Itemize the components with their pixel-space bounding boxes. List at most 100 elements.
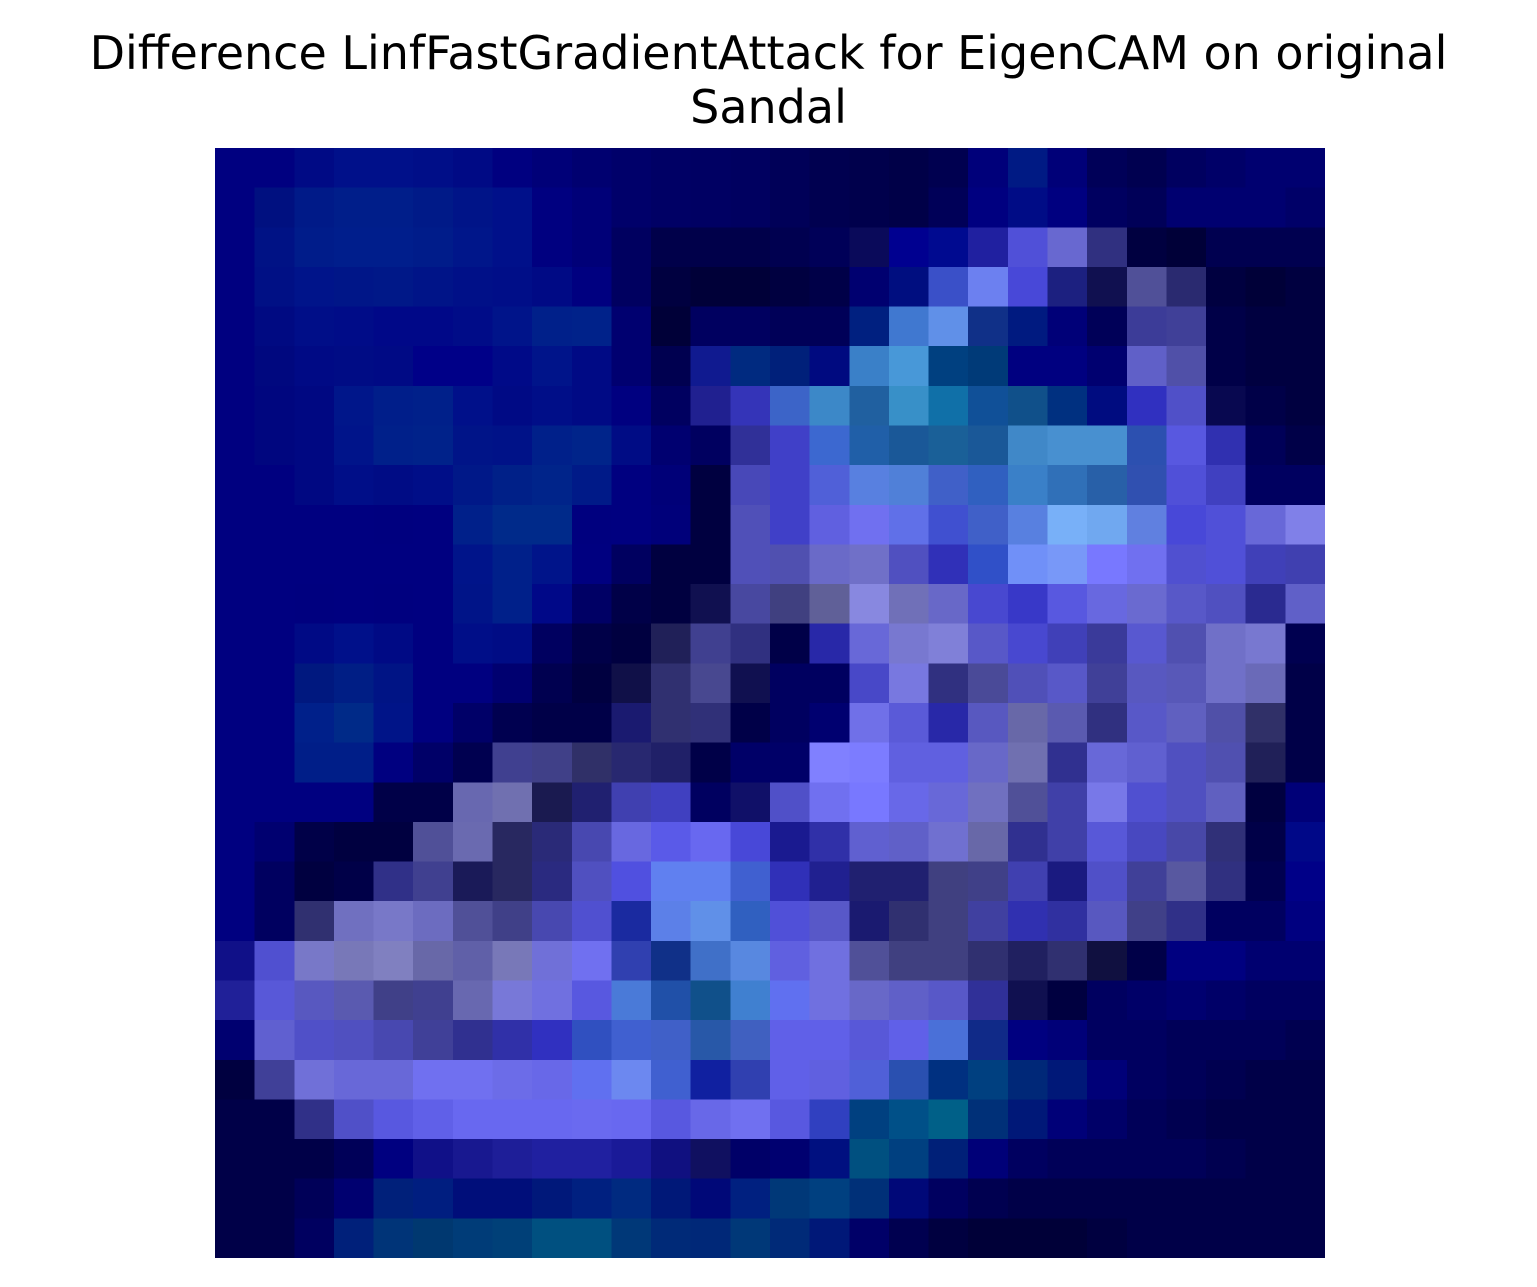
heatmap-cell <box>333 980 375 1021</box>
heatmap-cell <box>651 663 692 704</box>
heatmap-cell <box>611 703 652 744</box>
heatmap-cell <box>690 425 731 466</box>
heatmap-cell <box>1087 227 1128 268</box>
heatmap-cell <box>333 266 375 308</box>
heatmap-cell <box>888 306 930 347</box>
heatmap-cell <box>1245 148 1286 189</box>
heatmap-cell <box>571 148 613 189</box>
heatmap-cell <box>690 187 731 228</box>
heatmap-cell <box>1087 663 1128 704</box>
heatmap-cell <box>1007 306 1049 347</box>
heatmap-cell <box>888 544 930 585</box>
heatmap-cell <box>373 465 414 506</box>
heatmap-cell <box>1126 465 1168 506</box>
heatmap-cell <box>1166 227 1207 268</box>
heatmap-cell <box>1245 1099 1286 1140</box>
heatmap-cell <box>849 306 890 347</box>
heatmap-cell <box>888 663 930 704</box>
heatmap-cell <box>1206 187 1247 228</box>
heatmap-cell <box>651 1218 692 1258</box>
heatmap-cell <box>770 504 811 546</box>
heatmap-cell <box>730 1059 771 1101</box>
heatmap-cell <box>452 465 494 506</box>
heatmap-cell <box>611 544 652 585</box>
heatmap-cell <box>928 465 969 506</box>
heatmap-cell <box>1047 227 1088 268</box>
heatmap-cell <box>1007 584 1049 625</box>
heatmap-cell <box>492 663 533 704</box>
heatmap-cell <box>928 504 969 546</box>
heatmap-cell <box>492 465 533 506</box>
heatmap-cell <box>1047 306 1088 347</box>
heatmap-cell <box>373 584 414 625</box>
heatmap-cell <box>928 544 969 585</box>
heatmap-cell <box>1166 623 1207 664</box>
heatmap-cell <box>333 504 375 546</box>
heatmap-cell <box>492 306 533 347</box>
heatmap-cell <box>809 861 850 902</box>
heatmap-cell <box>730 1099 771 1140</box>
heatmap-cell <box>215 980 256 1021</box>
heatmap-cell <box>690 940 731 982</box>
heatmap-cell <box>611 1020 652 1061</box>
heatmap-cell <box>571 346 613 387</box>
heatmap-cell <box>809 544 850 585</box>
heatmap-cell <box>809 1178 850 1219</box>
heatmap-cell <box>294 980 335 1021</box>
heatmap-cell <box>254 306 295 347</box>
heatmap-cell <box>215 346 256 387</box>
heatmap-cell <box>928 861 969 902</box>
heatmap-cell <box>1007 544 1049 585</box>
heatmap-cell <box>373 148 414 189</box>
heatmap-cell <box>1047 742 1088 783</box>
heatmap-cell <box>1087 703 1128 744</box>
heatmap-cell <box>333 544 375 585</box>
heatmap-cell <box>928 1099 969 1140</box>
heatmap-cell <box>888 148 930 189</box>
heatmap-cell <box>1285 465 1325 506</box>
heatmap-cell <box>294 1139 335 1180</box>
heatmap-cell <box>968 623 1009 664</box>
heatmap-cell <box>1245 584 1286 625</box>
heatmap-cell <box>730 663 771 704</box>
heatmap-cell <box>770 544 811 585</box>
heatmap-cell <box>294 148 335 189</box>
heatmap-cell <box>1245 1020 1286 1061</box>
heatmap-cell <box>1206 227 1247 268</box>
heatmap-cell <box>294 465 335 506</box>
heatmap-cell <box>373 1059 414 1101</box>
heatmap-cell <box>1047 861 1088 902</box>
heatmap-cell <box>1047 901 1088 942</box>
heatmap-cell <box>1166 148 1207 189</box>
heatmap-cell <box>1206 703 1247 744</box>
heatmap-cell <box>373 821 414 863</box>
heatmap-cell <box>333 1139 375 1180</box>
heatmap-cell <box>770 901 811 942</box>
heatmap-cell <box>294 940 335 982</box>
heatmap-cell <box>1206 1218 1247 1258</box>
heatmap-cell <box>571 584 613 625</box>
heatmap-cell <box>452 504 494 546</box>
heatmap-cell <box>215 901 256 942</box>
heatmap-cell <box>1007 901 1049 942</box>
heatmap-cell <box>1166 306 1207 347</box>
heatmap-cell <box>1285 584 1325 625</box>
heatmap-cell <box>888 187 930 228</box>
heatmap-cell <box>492 1020 533 1061</box>
heatmap-cell <box>651 425 692 466</box>
heatmap-cell <box>1047 623 1088 664</box>
heatmap-cell <box>1047 187 1088 228</box>
heatmap-cell <box>452 703 494 744</box>
heatmap-cell <box>651 1059 692 1101</box>
heatmap-cell <box>809 623 850 664</box>
heatmap-cell <box>1166 1020 1207 1061</box>
heatmap-cell <box>571 1139 613 1180</box>
heatmap-cell <box>849 980 890 1021</box>
heatmap-cell <box>968 187 1009 228</box>
heatmap-cell <box>1285 861 1325 902</box>
heatmap-cell <box>690 584 731 625</box>
heatmap-cell <box>413 148 454 189</box>
heatmap-cell <box>730 148 771 189</box>
heatmap-cell <box>651 544 692 585</box>
heatmap-cell <box>928 663 969 704</box>
